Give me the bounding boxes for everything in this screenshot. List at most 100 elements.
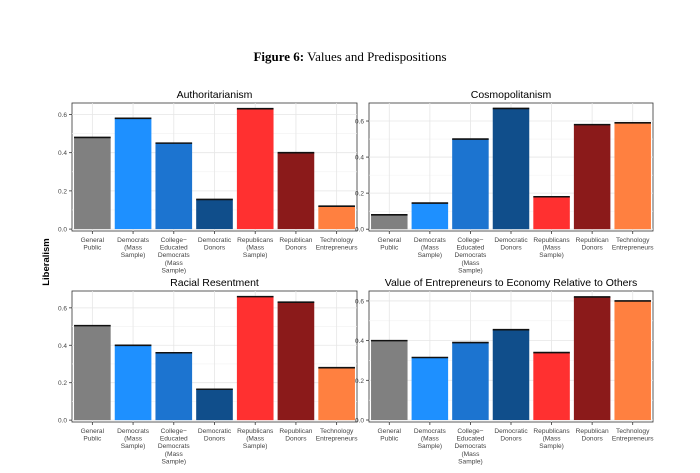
cosmopolitanism-bar [492,108,530,230]
entrepreneur-value-xtick-label: Democrats [414,428,447,435]
cosmopolitanism-xtick-label: Democrats [454,252,487,259]
cosmopolitanism-bar [452,139,489,230]
entrepreneur-value-bar [533,352,570,421]
entrepreneur-value-xtick-label: Entrepreneurs [612,436,654,443]
cosmopolitanism-chart-title: Cosmopolitanism [471,89,552,101]
cosmopolitanism-xtick-label: Educated [456,245,484,252]
entrepreneur-value-xtick-label: (Mass [421,436,440,443]
cosmopolitanism-ytick-label: 0.4 [355,155,364,162]
racial-resentment-xtick-label: College− [161,428,187,435]
racial-resentment-xtick-label: Republican [279,428,312,435]
authoritarianism-xtick-label: Sample) [243,252,268,259]
authoritarianism-xtick-label: Technology [320,237,354,244]
racial-resentment-bar [236,296,274,421]
authoritarianism-bar [155,143,193,230]
racial-resentment-xtick-label: General [81,428,105,435]
cosmopolitanism-xtick-label: Public [380,245,399,252]
authoritarianism-bar [277,152,315,230]
racial-resentment-xtick-label: Entrepreneurs [316,436,358,443]
cosmopolitanism-xtick-label: Donors [582,245,604,252]
entrepreneur-value-ytick-label: 0.6 [355,298,364,305]
racial-resentment-ytick-label: 0.6 [58,305,67,312]
authoritarianism-xtick-label: Educated [160,245,188,252]
authoritarianism-xtick-label: (Mass [165,260,184,267]
racial-resentment-xtick-label: Democrats [117,428,150,435]
authoritarianism-bar [318,206,355,230]
entrepreneur-value-xtick-label: Democrats [454,443,487,450]
authoritarianism-ytick-label: 0.4 [58,150,67,157]
entrepreneur-value-bar [452,342,489,421]
entrepreneur-value-xtick-label: Republicans [533,428,570,435]
authoritarianism-bar [196,199,233,230]
figure-title-text: Values and Predispositions [307,49,447,64]
racial-resentment-chart-title: Racial Resentment [170,277,259,289]
entrepreneur-value-bar [492,329,530,421]
racial-resentment-xtick-label: Sample) [121,443,146,450]
racial-resentment-xtick-label: Republicans [237,428,274,435]
cosmopolitanism-xtick-label: Republicans [533,237,570,244]
cosmopolitanism-bar [533,196,570,230]
authoritarianism-bar [236,108,274,230]
racial-resentment-ytick-label: 0.2 [58,380,67,387]
racial-resentment-xtick-label: Public [83,436,102,443]
entrepreneur-value-ytick-label: 0.4 [355,338,364,345]
racial-resentment-xtick-label: Donors [204,436,226,443]
racial-resentment-xtick-label: Donors [285,436,307,443]
cosmopolitanism-bar [614,122,651,230]
authoritarianism-xtick-label: Republicans [237,237,274,244]
racial-resentment-ytick-label: 0.0 [58,418,67,425]
cosmopolitanism-xtick-label: Donors [500,245,522,252]
authoritarianism-xtick-label: (Mass [246,245,265,252]
entrepreneur-value-xtick-label: Democratic [494,428,528,435]
entrepreneur-value-xtick-label: General [378,428,402,435]
authoritarianism-chart-title: Authoritarianism [177,89,253,101]
racial-resentment-xtick-label: (Mass [124,436,143,443]
cosmopolitanism-xtick-label: Sample) [418,252,443,259]
entrepreneur-value-xtick-label: Sample) [458,458,483,465]
racial-resentment-bar [196,389,233,421]
cosmopolitanism-ytick-label: 0.6 [355,119,364,126]
entrepreneur-value-xtick-label: Republican [576,428,609,435]
racial-resentment-bar [114,345,152,421]
figure-title: Figure 6: Values and Predispositions [0,49,700,65]
authoritarianism-bar [114,118,152,230]
entrepreneur-value-xtick-label: Public [380,436,399,443]
authoritarianism-xtick-label: Sample) [162,267,187,274]
cosmopolitanism-xtick-label: Sample) [458,267,483,274]
authoritarianism-xtick-label: General [81,237,105,244]
authoritarianism-xtick-label: Entrepreneurs [316,245,358,252]
racial-resentment-xtick-label: Democratic [198,428,232,435]
racial-resentment-ytick-label: 0.4 [58,343,67,350]
shared-y-axis-label: Liberalism [41,238,52,286]
authoritarianism-xtick-label: Democratic [198,237,232,244]
cosmopolitanism-xtick-label: College− [457,237,483,244]
authoritarianism-xtick-label: Republican [279,237,312,244]
racial-resentment-xtick-label: Sample) [243,443,268,450]
racial-resentment-xtick-label: Educated [160,436,188,443]
cosmopolitanism-bar [573,124,611,230]
cosmopolitanism-xtick-label: (Mass [461,260,480,267]
entrepreneur-value-bar [371,340,408,421]
authoritarianism-ytick-label: 0.0 [58,227,67,234]
authoritarianism-xtick-label: (Mass [124,245,143,252]
authoritarianism-xtick-label: Democrats [158,252,191,259]
entrepreneur-value-xtick-label: College− [457,428,483,435]
entrepreneur-value-bar [614,300,651,421]
cosmopolitanism-xtick-label: Democrats [414,237,447,244]
entrepreneur-value-bar [573,296,611,421]
racial-resentment-xtick-label: Technology [320,428,354,435]
cosmopolitanism-xtick-label: Republican [576,237,609,244]
racial-resentment-xtick-label: (Mass [165,451,184,458]
authoritarianism-bar [74,137,111,230]
cosmopolitanism-xtick-label: Technology [616,237,650,244]
authoritarianism-xtick-label: College− [161,237,187,244]
racial-resentment-xtick-label: Sample) [162,458,187,465]
entrepreneur-value-xtick-label: Donors [500,436,522,443]
entrepreneur-value-xtick-label: (Mass [461,451,480,458]
authoritarianism-ytick-label: 0.2 [58,188,67,195]
cosmopolitanism-ytick-label: 0.2 [355,191,364,198]
racial-resentment-xtick-label: (Mass [246,436,265,443]
cosmopolitanism-xtick-label: Sample) [539,252,564,259]
entrepreneur-value-xtick-label: Sample) [418,443,443,450]
